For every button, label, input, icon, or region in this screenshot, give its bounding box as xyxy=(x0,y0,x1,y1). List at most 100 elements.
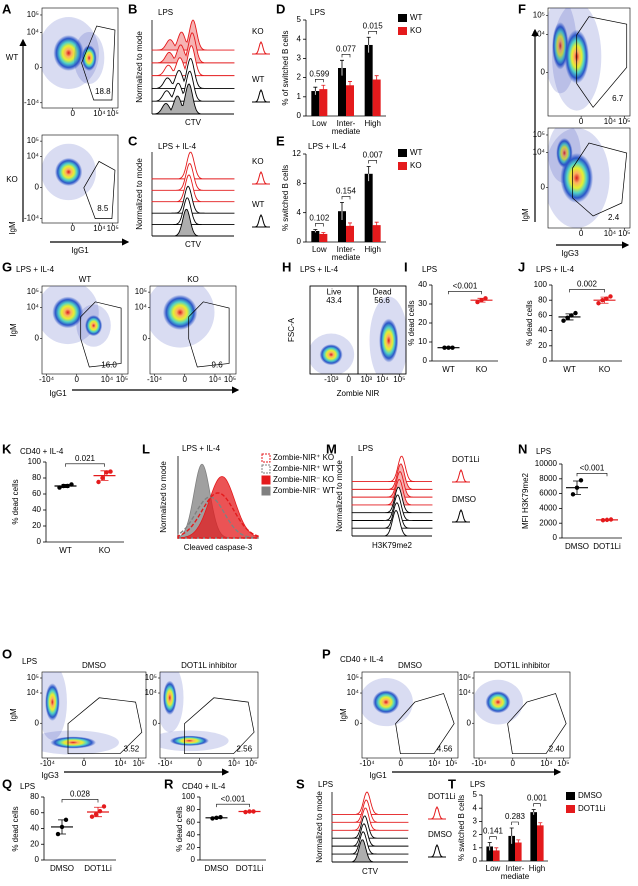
plot-label: DMSO xyxy=(82,661,106,670)
legend-label: DOT1Li xyxy=(452,455,480,464)
data-point xyxy=(442,345,447,350)
x-tick-label: 10⁵ xyxy=(107,224,119,233)
bar xyxy=(486,846,493,861)
y-tick-label: 0 xyxy=(297,237,302,246)
bar xyxy=(311,91,320,116)
plot-frame xyxy=(473,671,571,759)
density-plot xyxy=(362,678,413,727)
data-point xyxy=(210,816,215,821)
legend-icon xyxy=(452,509,470,523)
y-tick-label: 10000 xyxy=(535,459,558,468)
panel-letter: D xyxy=(276,1,285,16)
data-point xyxy=(578,478,584,483)
gate-percentage: 9.6 xyxy=(212,360,224,369)
histogram-bg xyxy=(332,815,408,839)
density-core xyxy=(52,296,84,329)
legend-label: Zombie-NIR⁻ KO xyxy=(273,475,334,484)
gate xyxy=(188,301,230,368)
y-axis-label: % dead cells xyxy=(11,806,20,851)
y-tick-label: 8 xyxy=(297,178,302,187)
y-tick-label: 1 xyxy=(473,843,478,852)
legend-label: WT xyxy=(252,200,265,209)
bar xyxy=(508,835,515,861)
gate-label: Live xyxy=(327,287,342,296)
bar xyxy=(493,850,500,861)
x-tick-label: WT xyxy=(59,546,72,555)
y-tick-label: 40 xyxy=(32,505,41,514)
y-tick-label: 100 xyxy=(182,792,196,801)
significance-bracket xyxy=(533,803,541,807)
histogram xyxy=(177,492,259,539)
x-tick-label: 10⁵ xyxy=(133,759,145,768)
y-tick-label: 2 xyxy=(473,830,478,839)
histogram-bg xyxy=(152,45,234,76)
legend-label: DMSO xyxy=(452,495,476,504)
y-tick-label: 5 xyxy=(297,15,302,24)
gate-percentage: 2.4 xyxy=(608,213,620,222)
gate xyxy=(83,160,116,219)
data-point xyxy=(483,296,488,301)
x-tick-label: 10⁴ xyxy=(228,759,241,768)
density-plot xyxy=(474,679,523,725)
y-tick-label: 10⁵ xyxy=(27,10,39,19)
y-tick-label: 10⁵ xyxy=(533,130,545,139)
density-plot xyxy=(150,286,215,348)
legend-label: Zombie-NIR⁺ WT xyxy=(273,464,335,473)
y-axis-label: FSC-A xyxy=(287,317,296,342)
data-point xyxy=(214,815,219,820)
panel-letter: J xyxy=(518,259,525,274)
histogram xyxy=(351,463,433,490)
gate xyxy=(395,693,455,755)
significance-bracket xyxy=(315,78,324,83)
y-tick-label: 0 xyxy=(423,356,428,365)
y-tick-label: 0 xyxy=(553,533,558,542)
x-tick-label: 10⁴ xyxy=(604,229,617,238)
p-value: 0.102 xyxy=(309,214,330,223)
histogram-bg xyxy=(352,471,432,498)
y-tick-label: 0 xyxy=(143,334,148,343)
x-tick-label: 10⁴ xyxy=(114,759,127,768)
y-tick-label: -10⁴ xyxy=(24,98,40,107)
histogram xyxy=(332,791,408,815)
x-tick-label: 0 xyxy=(347,375,352,384)
data-point xyxy=(569,313,574,318)
panel-letter: G xyxy=(2,259,12,274)
legend-label: WT xyxy=(410,148,423,157)
panel-letter: Q xyxy=(2,776,12,791)
y-tick-label: 0 xyxy=(35,334,40,343)
y-tick-label: 10⁵ xyxy=(145,673,157,682)
gate-percentage: 56.6 xyxy=(374,296,390,305)
gate xyxy=(81,25,116,101)
histogram xyxy=(151,185,235,214)
p-value: <0.001 xyxy=(453,281,478,290)
histogram xyxy=(151,197,235,226)
histogram-bg xyxy=(152,58,234,89)
y-tick-label: 10⁵ xyxy=(459,673,471,682)
bar xyxy=(537,825,544,861)
legend-icon xyxy=(252,41,270,55)
significance-bracket xyxy=(368,30,377,35)
histogram-bg xyxy=(152,197,234,225)
significance-bracket xyxy=(448,291,482,295)
y-tick-label: 10⁴ xyxy=(533,148,546,157)
gate xyxy=(576,16,628,108)
x-tick-label: 10⁵ xyxy=(245,759,257,768)
error-bar xyxy=(374,221,379,229)
gate xyxy=(67,697,143,755)
data-point xyxy=(446,345,451,350)
panel-title: LPS + IL-4 xyxy=(182,444,221,453)
p-value: 0.007 xyxy=(363,151,384,160)
significance-bracket xyxy=(341,54,351,58)
y-tick-label: 20 xyxy=(186,843,195,852)
x-tick-label: 0 xyxy=(70,224,75,233)
panel-title: LPS xyxy=(470,780,485,789)
density-plot xyxy=(548,128,610,228)
x-tick-label: High xyxy=(529,864,545,873)
y-tick-label: 0 xyxy=(541,183,546,192)
panel-title: LPS xyxy=(358,444,373,453)
gate xyxy=(507,693,567,755)
density-plot xyxy=(160,672,229,752)
legend-icon xyxy=(252,89,270,103)
gate-percentage: 18.8 xyxy=(95,87,111,96)
